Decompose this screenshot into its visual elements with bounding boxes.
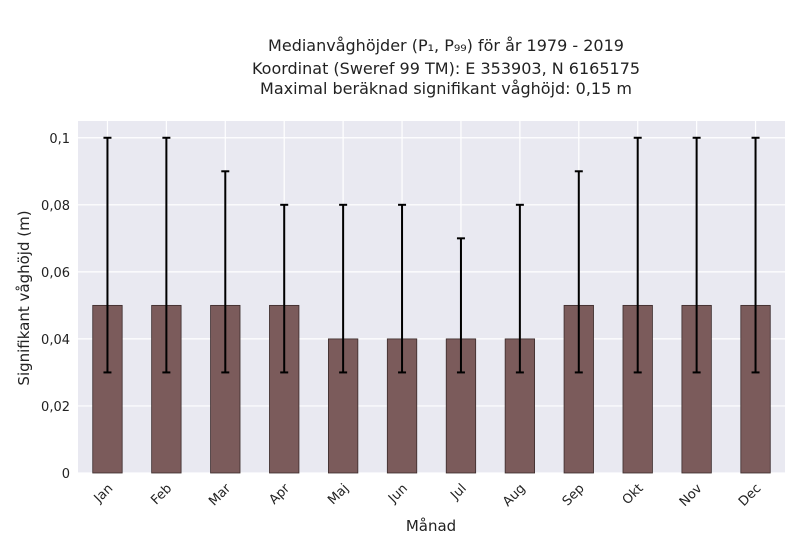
y-tick-label: 0,08 [41, 199, 70, 214]
y-tick-label: 0,1 [49, 132, 70, 147]
error-bar-apr [280, 203, 289, 374]
error-bar-jan [103, 136, 112, 374]
error-bar-feb [162, 136, 171, 374]
y-tick-label: 0,04 [41, 333, 70, 348]
x-tick-label: Jul [447, 481, 469, 503]
error-bar-okt [633, 136, 642, 374]
y-tick-label: 0,02 [41, 400, 70, 415]
y-axis-title: Signifikant våghöjd (m) [15, 210, 33, 385]
error-bar-aug [515, 203, 524, 374]
x-tick-label: Dec [736, 481, 764, 509]
x-tick-label: Nov [677, 481, 706, 510]
error-bar-sep [574, 170, 583, 374]
x-tick-label: Sep [560, 481, 588, 509]
x-tick-label: Jan [91, 481, 116, 506]
error-bar-dec [751, 136, 760, 374]
error-bars [103, 136, 760, 374]
plot-area [78, 121, 785, 473]
x-axis-title: Månad [406, 517, 456, 535]
y-tick-label: 0 [62, 467, 70, 482]
x-tick-label: Maj [325, 481, 352, 508]
error-bar-mar [221, 170, 230, 374]
title-line-2: Koordinat (Sweref 99 TM): E 353903, N 61… [252, 59, 640, 78]
x-tick-label: Feb [148, 481, 175, 508]
y-axis-ticks: 0 0,02 0,04 0,06 0,08 0,1 [41, 132, 70, 482]
error-bar-jun [398, 203, 407, 374]
error-bar-jul [456, 237, 465, 374]
title-line-1: Medianvåghöjder (P₁, P₉₉) för år 1979 - … [268, 36, 624, 55]
x-tick-label: Aug [500, 481, 529, 510]
x-tick-label: Mar [206, 481, 234, 509]
x-tick-label: Jun [385, 481, 411, 507]
error-bar-nov [692, 136, 701, 374]
y-tick-label: 0,06 [41, 266, 70, 281]
x-axis-ticks: Jan Feb Mar Apr Maj Jun Jul Aug Sep Okt Nov Dec [91, 481, 765, 510]
error-bar-maj [339, 203, 348, 374]
x-tick-label: Okt [620, 481, 647, 508]
x-tick-label: Apr [267, 481, 294, 508]
chart-title: Medianvåghöjder (P₁, P₉₉) för år 1979 - … [252, 36, 640, 98]
title-line-3: Maximal beräknad signifikant våghöjd: 0,… [260, 79, 632, 98]
